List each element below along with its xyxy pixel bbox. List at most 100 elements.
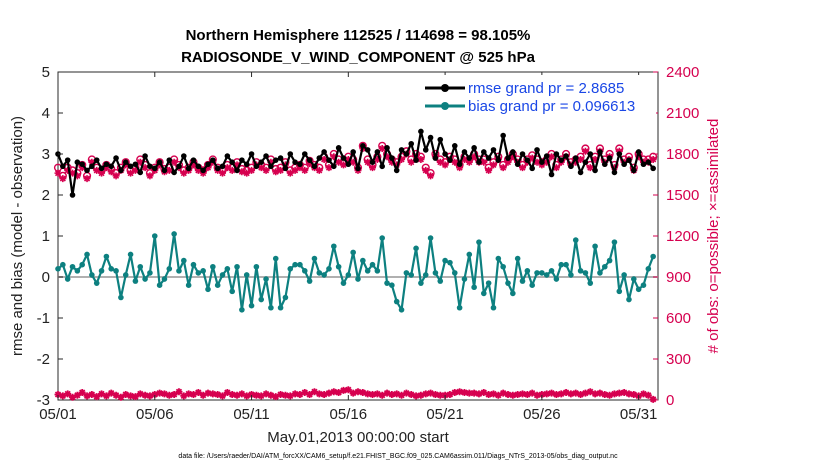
bottom-count-point (127, 392, 135, 400)
bottom-count-point (296, 391, 304, 399)
bottom-count-point (528, 389, 536, 397)
rmse-point (490, 147, 497, 153)
rmse-point (137, 169, 144, 176)
rmse-point (60, 163, 66, 170)
y-right-tick-label: 2100 (666, 105, 699, 122)
obs-assimilated-point (388, 158, 396, 166)
rmse-point (485, 155, 492, 161)
bias-point (137, 263, 144, 270)
rmse-point (93, 157, 100, 163)
rmse-point (466, 155, 473, 161)
bias-line (57, 232, 655, 311)
rmse-point (229, 159, 235, 165)
bias-point (505, 280, 511, 286)
y-tick-label: -1 (37, 310, 50, 327)
bias-point (55, 266, 61, 272)
bias-point (127, 251, 134, 258)
bias-point (190, 261, 197, 268)
bottom-count-point (398, 391, 406, 399)
rmse-point (408, 140, 415, 147)
obs-assimilated-point (59, 175, 67, 183)
bottom-count-point (339, 386, 347, 394)
bottom-count-point (281, 391, 289, 399)
bottom-count-point (610, 390, 618, 398)
rmse-point (539, 159, 545, 165)
obs-assimilated-point (233, 161, 241, 169)
bias-point (248, 302, 255, 309)
bias-point (326, 266, 332, 272)
bias-point (481, 290, 487, 297)
bias-point (635, 286, 642, 293)
obs-assimilated-point (465, 158, 473, 166)
bottom-count-point (146, 392, 154, 400)
bias-point (321, 272, 327, 278)
rmse-point (272, 157, 279, 163)
rmse-point (118, 167, 124, 174)
x-tick-label: 05/06 (136, 406, 174, 423)
rmse-point (142, 153, 148, 159)
bias-point (582, 270, 589, 276)
bias-point (369, 261, 376, 268)
bottom-count-point (567, 390, 575, 398)
bottom-count-point (194, 388, 202, 396)
series-layer (53, 128, 658, 403)
bottom-count-point (131, 393, 139, 401)
bias-point (389, 282, 395, 289)
rmse-point (389, 155, 395, 161)
obs-assimilated-point (543, 158, 551, 166)
rmse-point (190, 157, 197, 163)
bottom-count-point (122, 391, 130, 399)
bottom-count-point (257, 392, 265, 400)
bias-point (568, 272, 574, 278)
y-right-tick-label: 1800 (666, 146, 699, 163)
bias-point (118, 294, 124, 301)
rmse-point (311, 163, 318, 170)
obs-assimilated-point (238, 168, 246, 176)
rmse-point (108, 163, 115, 170)
bottom-count-point (286, 392, 294, 400)
rmse-point (306, 157, 313, 163)
rmse-point (166, 157, 173, 163)
bias-point (306, 278, 313, 284)
bias-point (147, 270, 153, 276)
bottom-count-point (431, 391, 439, 399)
rmse-point (79, 161, 85, 168)
bias-point (210, 263, 216, 270)
obs-assimilated-point (470, 153, 478, 161)
bias-point (345, 272, 352, 278)
bias-point (451, 270, 458, 276)
obs-assimilated-point (533, 158, 541, 166)
bottom-count-point (533, 391, 541, 399)
bias-point (485, 280, 492, 286)
obs-assimilated-point (83, 175, 91, 183)
bias-point (214, 282, 221, 289)
bottom-count-point (577, 391, 585, 399)
rmse-point (514, 161, 521, 168)
rmse-point (147, 163, 153, 170)
bottom-count-point (112, 391, 120, 399)
x-tick-label: 05/21 (426, 406, 464, 423)
bias-point (393, 298, 400, 305)
bias-point (156, 282, 163, 289)
rmse-point (185, 165, 192, 172)
obs-assimilated-point (441, 161, 449, 169)
bias-point (437, 278, 444, 284)
obs-assimilated-point (635, 153, 643, 161)
rmse-point (572, 155, 579, 161)
x-tick-label: 05/01 (39, 406, 77, 423)
obs-assimilated-point (194, 166, 202, 174)
bias-point (461, 276, 468, 282)
bottom-count-point (591, 390, 599, 398)
obs-assimilated-point (325, 164, 333, 172)
obs-assimilated-point (189, 161, 197, 169)
chart-title-line1: Northern Hemisphere 112525 / 114698 = 98… (186, 27, 531, 44)
rmse-point (635, 149, 642, 155)
rmse-point (524, 157, 531, 163)
bottom-count-point (581, 389, 589, 397)
obs-assimilated-point (509, 153, 517, 161)
bottom-count-point (586, 388, 594, 396)
bottom-count-point (199, 391, 207, 399)
y-right-tick-label: 2400 (666, 64, 699, 81)
bottom-count-point (306, 391, 314, 399)
rmse-line (56, 130, 655, 197)
